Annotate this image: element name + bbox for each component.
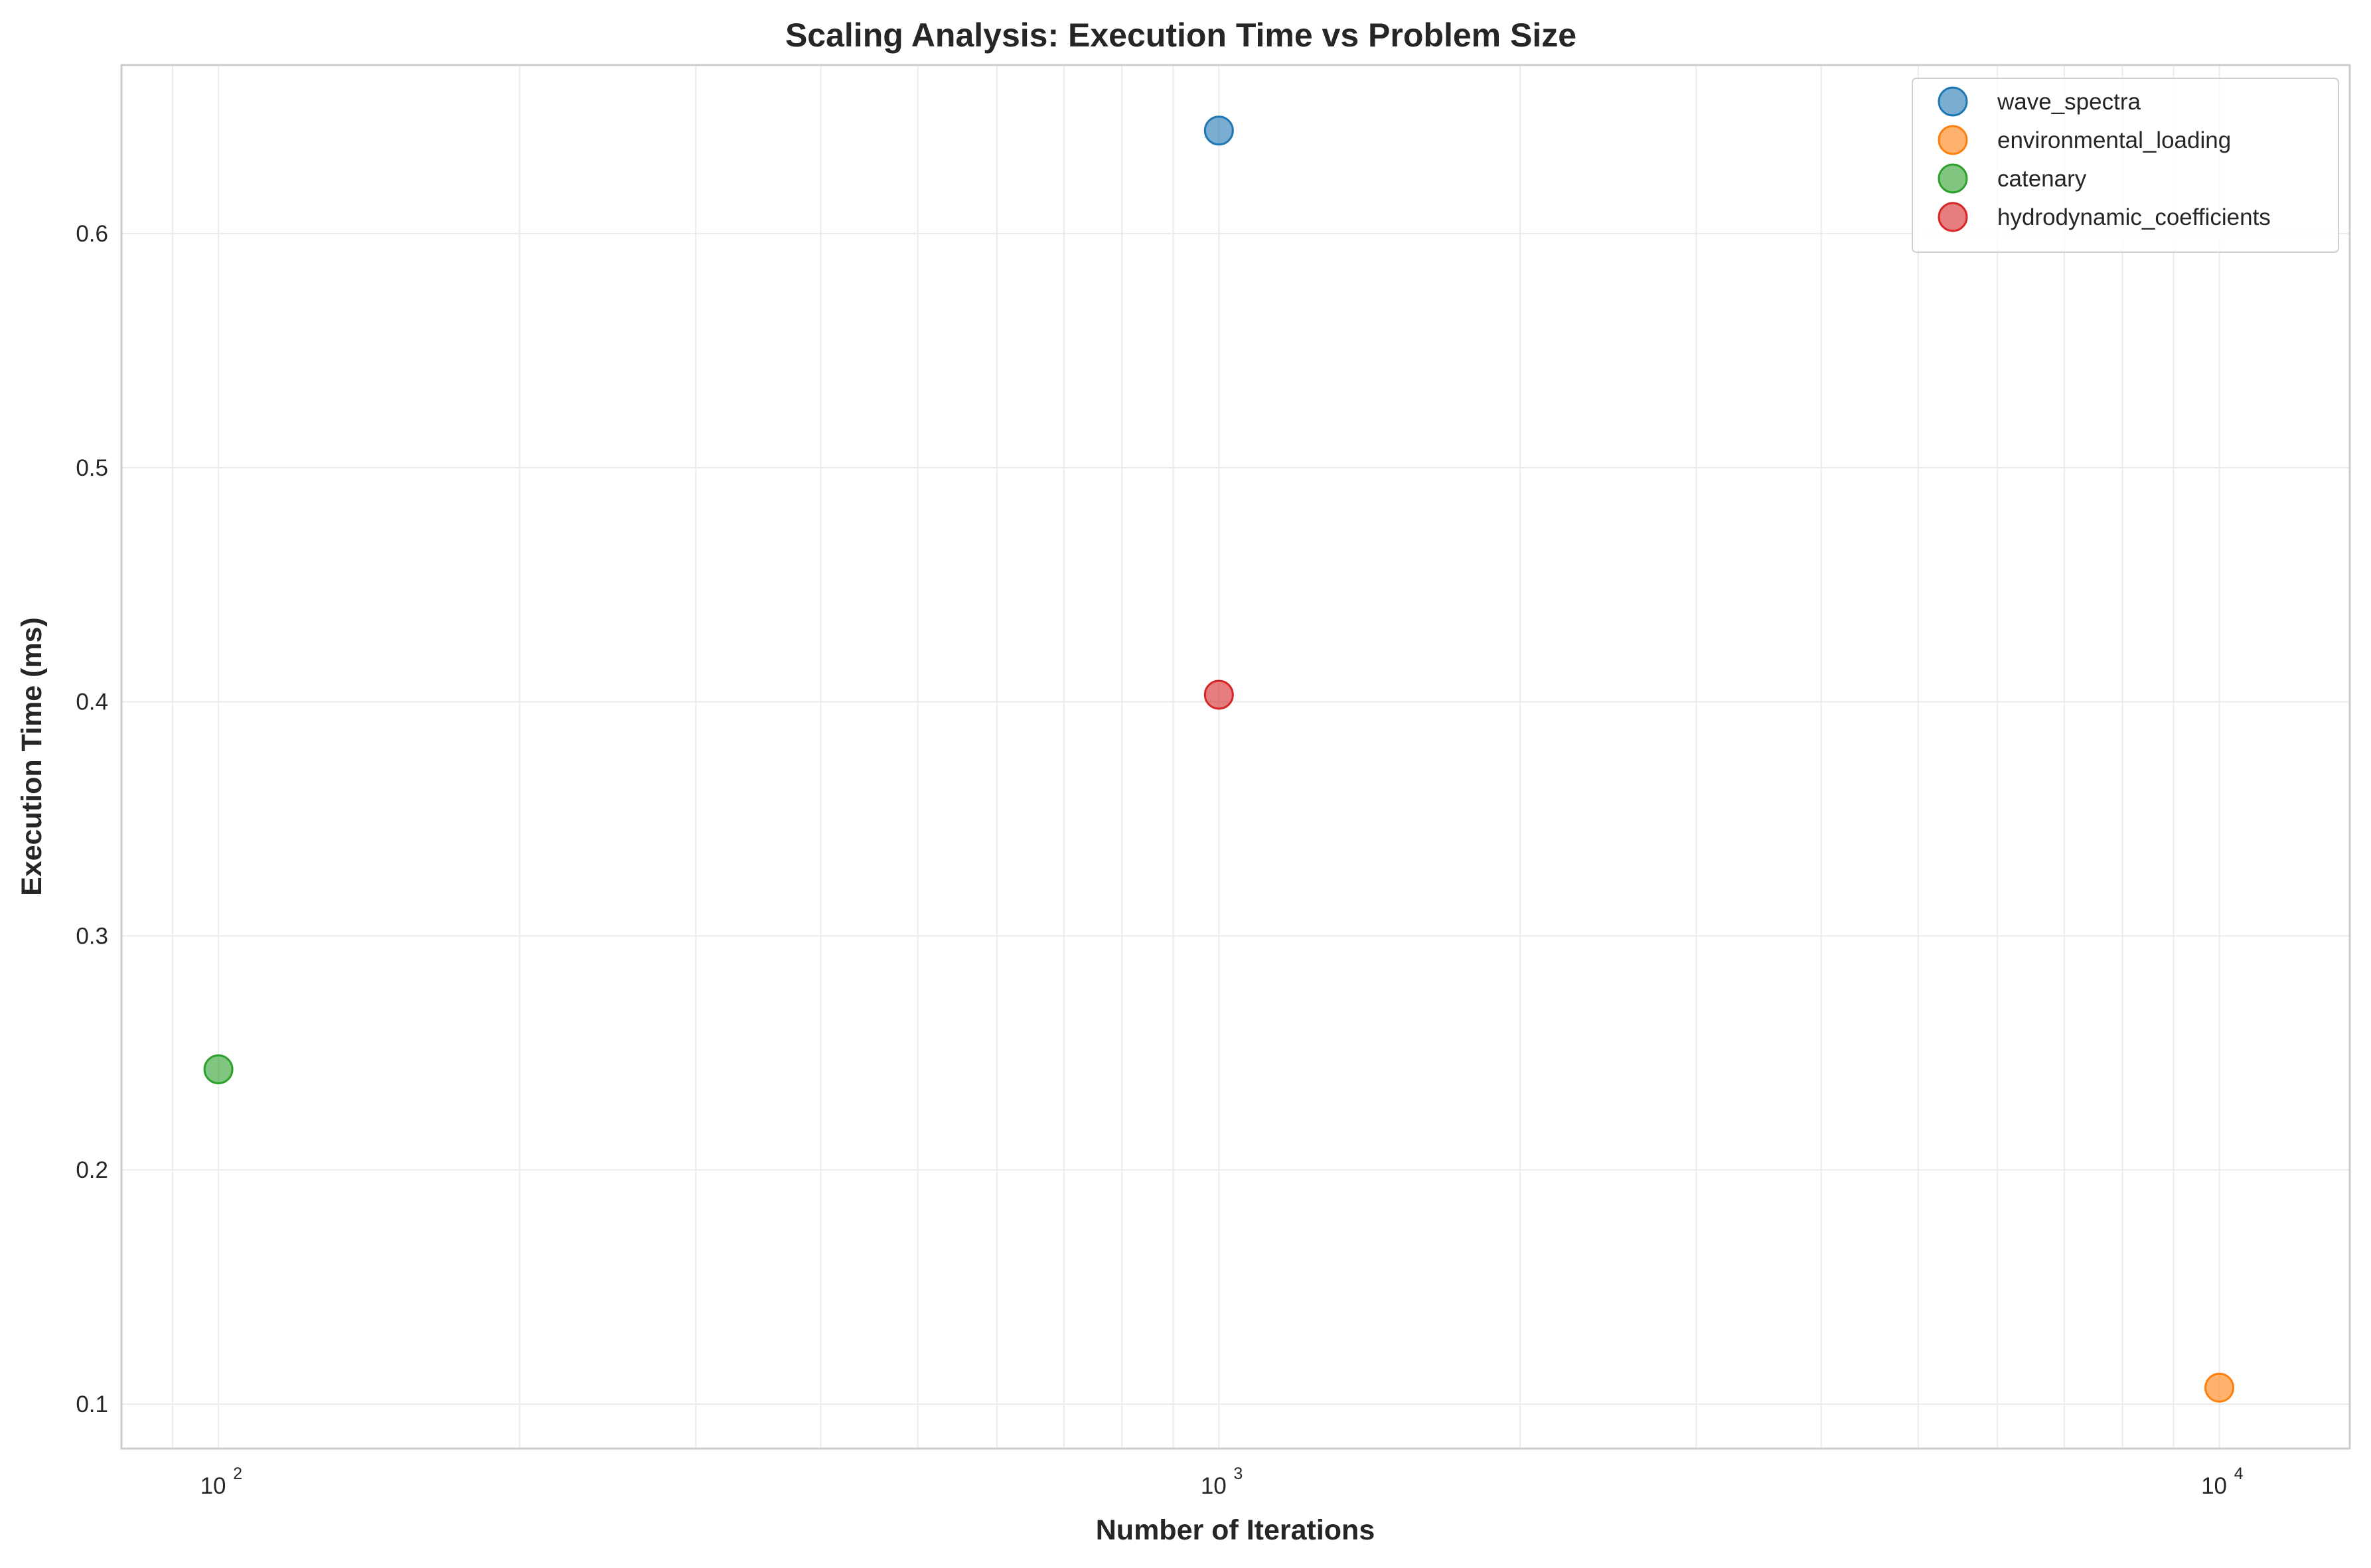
y-tick-label: 0.6 xyxy=(76,221,108,247)
data-point-catenary xyxy=(203,1054,234,1084)
legend: wave_spectra environmental_loadingcatenar… xyxy=(1912,78,2339,253)
legend-marker xyxy=(1938,163,1968,194)
y-axis-label: Execution Time (ms) xyxy=(16,617,48,896)
legend-label: catenary xyxy=(1997,166,2087,192)
x-tick-exponent: 3 xyxy=(1233,1464,1243,1483)
legend-marker xyxy=(1938,86,1968,117)
legend-marker xyxy=(1938,202,1968,232)
chart-title: Scaling Analysis: Execution Time vs Prob… xyxy=(785,17,1576,54)
y-tick-label: 0.4 xyxy=(76,689,108,715)
data-point-environmental-loading xyxy=(2204,1372,2235,1403)
y-tick-label: 0.2 xyxy=(76,1157,108,1183)
tick-labels: 0.1 0.2 0.3 0.4 0.5 0.6 10 2 10 3 10 4 xyxy=(76,221,2243,1499)
data-points xyxy=(203,115,2235,1403)
legend-label: hydrodynamic_coefficients xyxy=(1997,204,2271,230)
x-tick-exponent: 2 xyxy=(233,1464,242,1483)
x-tick-label: 10 xyxy=(200,1473,226,1499)
legend-box xyxy=(1912,78,2339,253)
data-point-hydrodynamic-coefficients xyxy=(1203,679,1234,710)
grid-lines xyxy=(121,65,2350,1449)
y-tick-label: 0.5 xyxy=(76,455,108,481)
x-tick-label: 10 xyxy=(2201,1473,2227,1499)
legend-label: environmental_loading xyxy=(1997,127,2231,153)
legend-marker xyxy=(1938,125,1968,155)
legend-label: wave_spectra xyxy=(1997,89,2141,115)
x-axis-label: Number of Iterations xyxy=(1096,1514,1375,1546)
data-point-wave-spectra xyxy=(1203,115,1234,146)
y-tick-label: 0.1 xyxy=(76,1391,108,1417)
plot-area-frame xyxy=(120,64,2351,1450)
x-tick-label: 10 xyxy=(1201,1473,1227,1499)
x-tick-exponent: 4 xyxy=(2234,1464,2244,1483)
y-tick-label: 0.3 xyxy=(76,923,108,949)
